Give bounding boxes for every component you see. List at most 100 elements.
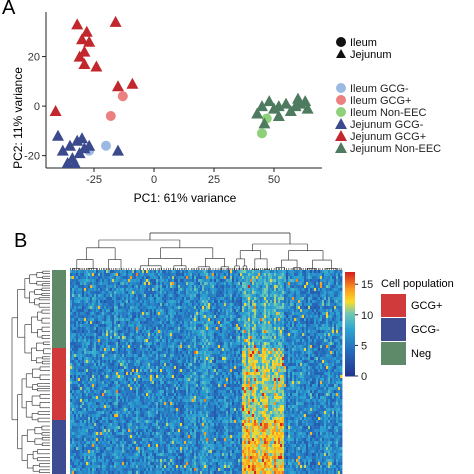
heatmap-cell bbox=[316, 291, 319, 295]
heatmap-cell bbox=[300, 333, 303, 337]
heatmap-cell bbox=[88, 276, 91, 280]
heatmap-cell bbox=[118, 270, 121, 274]
heatmap-cell bbox=[286, 324, 289, 328]
heatmap-cell bbox=[174, 327, 177, 331]
heatmap-cell bbox=[118, 297, 121, 301]
heatmap-cell bbox=[70, 273, 73, 277]
heatmap-cell bbox=[220, 273, 223, 277]
heatmap-cell bbox=[126, 333, 129, 337]
heatmap-cell bbox=[314, 306, 317, 310]
heatmap-cell bbox=[182, 303, 185, 307]
heatmap-cell bbox=[290, 282, 293, 286]
heatmap-cell bbox=[206, 324, 209, 328]
heatmap-cell bbox=[124, 321, 127, 325]
heatmap-cell bbox=[336, 306, 339, 310]
heatmap-cell bbox=[136, 297, 139, 301]
heatmap-cell bbox=[250, 303, 253, 307]
heatmap-cell bbox=[108, 330, 111, 334]
heatmap-cell bbox=[102, 303, 105, 307]
heatmap-cell bbox=[296, 306, 299, 310]
heatmap-cell bbox=[230, 276, 233, 280]
heatmap-cell bbox=[288, 294, 291, 298]
heatmap-cell bbox=[266, 297, 269, 301]
heatmap-cell bbox=[254, 333, 257, 337]
heatmap-cell bbox=[260, 282, 263, 286]
heatmap-cell bbox=[106, 339, 109, 343]
heatmap-cell bbox=[274, 321, 277, 325]
heatmap-cell bbox=[226, 309, 229, 313]
heatmap-cell bbox=[260, 330, 263, 334]
heatmap-cell bbox=[108, 282, 111, 286]
heatmap-cell bbox=[212, 303, 215, 307]
heatmap-cell bbox=[136, 282, 139, 286]
heatmap-cell bbox=[86, 276, 89, 280]
heatmap-cell bbox=[104, 339, 107, 343]
heatmap-cell bbox=[220, 336, 223, 340]
heatmap-cell bbox=[276, 270, 279, 274]
heatmap-cell bbox=[308, 291, 311, 295]
heatmap-cell bbox=[222, 336, 225, 340]
heatmap-cell bbox=[268, 285, 271, 289]
heatmap-cell bbox=[208, 297, 211, 301]
heatmap-cell bbox=[228, 327, 231, 331]
heatmap-cell bbox=[318, 300, 321, 304]
heatmap-cell bbox=[216, 297, 219, 301]
heatmap-cell bbox=[186, 321, 189, 325]
heatmap-cell bbox=[88, 279, 91, 283]
heatmap-cell bbox=[134, 309, 137, 313]
heatmap-cell bbox=[164, 324, 167, 328]
heatmap-cell bbox=[140, 327, 143, 331]
heatmap-cell bbox=[150, 306, 153, 310]
heatmap-cell bbox=[92, 294, 95, 298]
heatmap-cell bbox=[290, 333, 293, 337]
heatmap-cell bbox=[240, 330, 243, 334]
heatmap-cell bbox=[308, 270, 311, 274]
heatmap-cell bbox=[232, 273, 235, 277]
heatmap-cell bbox=[84, 327, 87, 331]
heatmap-cell bbox=[98, 300, 101, 304]
heatmap-cell bbox=[276, 327, 279, 331]
heatmap-cell bbox=[208, 306, 211, 310]
heatmap-cell bbox=[168, 285, 171, 289]
heatmap-cell bbox=[148, 291, 151, 295]
heatmap-cell bbox=[196, 285, 199, 289]
heatmap-cell bbox=[174, 306, 177, 310]
heatmap-cell bbox=[312, 300, 315, 304]
heatmap-cell bbox=[340, 351, 343, 355]
heatmap-cell bbox=[94, 306, 97, 310]
heatmap-cell bbox=[326, 312, 329, 316]
heatmap-cell bbox=[290, 291, 293, 295]
heatmap-cell bbox=[122, 282, 125, 286]
heatmap-cell bbox=[194, 324, 197, 328]
heatmap-cell bbox=[330, 324, 333, 328]
heatmap-cell bbox=[92, 279, 95, 283]
heatmap-cell bbox=[138, 333, 141, 337]
heatmap-cell bbox=[174, 270, 177, 274]
heatmap-cell bbox=[180, 297, 183, 301]
heatmap-cell bbox=[94, 330, 97, 334]
heatmap-cell bbox=[180, 276, 183, 280]
heatmap-cell bbox=[84, 312, 87, 316]
heatmap-cell bbox=[278, 270, 281, 274]
heatmap-cell bbox=[250, 327, 253, 331]
heatmap-cell bbox=[78, 282, 81, 286]
heatmap-cell bbox=[122, 291, 125, 295]
heatmap-cell bbox=[110, 300, 113, 304]
heatmap-cell bbox=[100, 282, 103, 286]
heatmap-cell bbox=[326, 300, 329, 304]
heatmap-cell bbox=[284, 303, 287, 307]
heatmap-cell bbox=[310, 303, 313, 307]
heatmap-cell bbox=[298, 270, 301, 274]
heatmap-cell bbox=[140, 273, 143, 277]
heatmap-cell bbox=[92, 333, 95, 337]
heatmap-cell bbox=[168, 303, 171, 307]
heatmap-cell bbox=[152, 300, 155, 304]
heatmap-cell bbox=[230, 285, 233, 289]
heatmap-cell bbox=[106, 312, 109, 316]
heatmap-cell bbox=[112, 339, 115, 343]
heatmap-cell bbox=[128, 309, 131, 313]
heatmap-cell bbox=[102, 336, 105, 340]
heatmap-cell bbox=[262, 297, 265, 301]
heatmap-cell bbox=[276, 285, 279, 289]
heatmap-cell bbox=[150, 279, 153, 283]
